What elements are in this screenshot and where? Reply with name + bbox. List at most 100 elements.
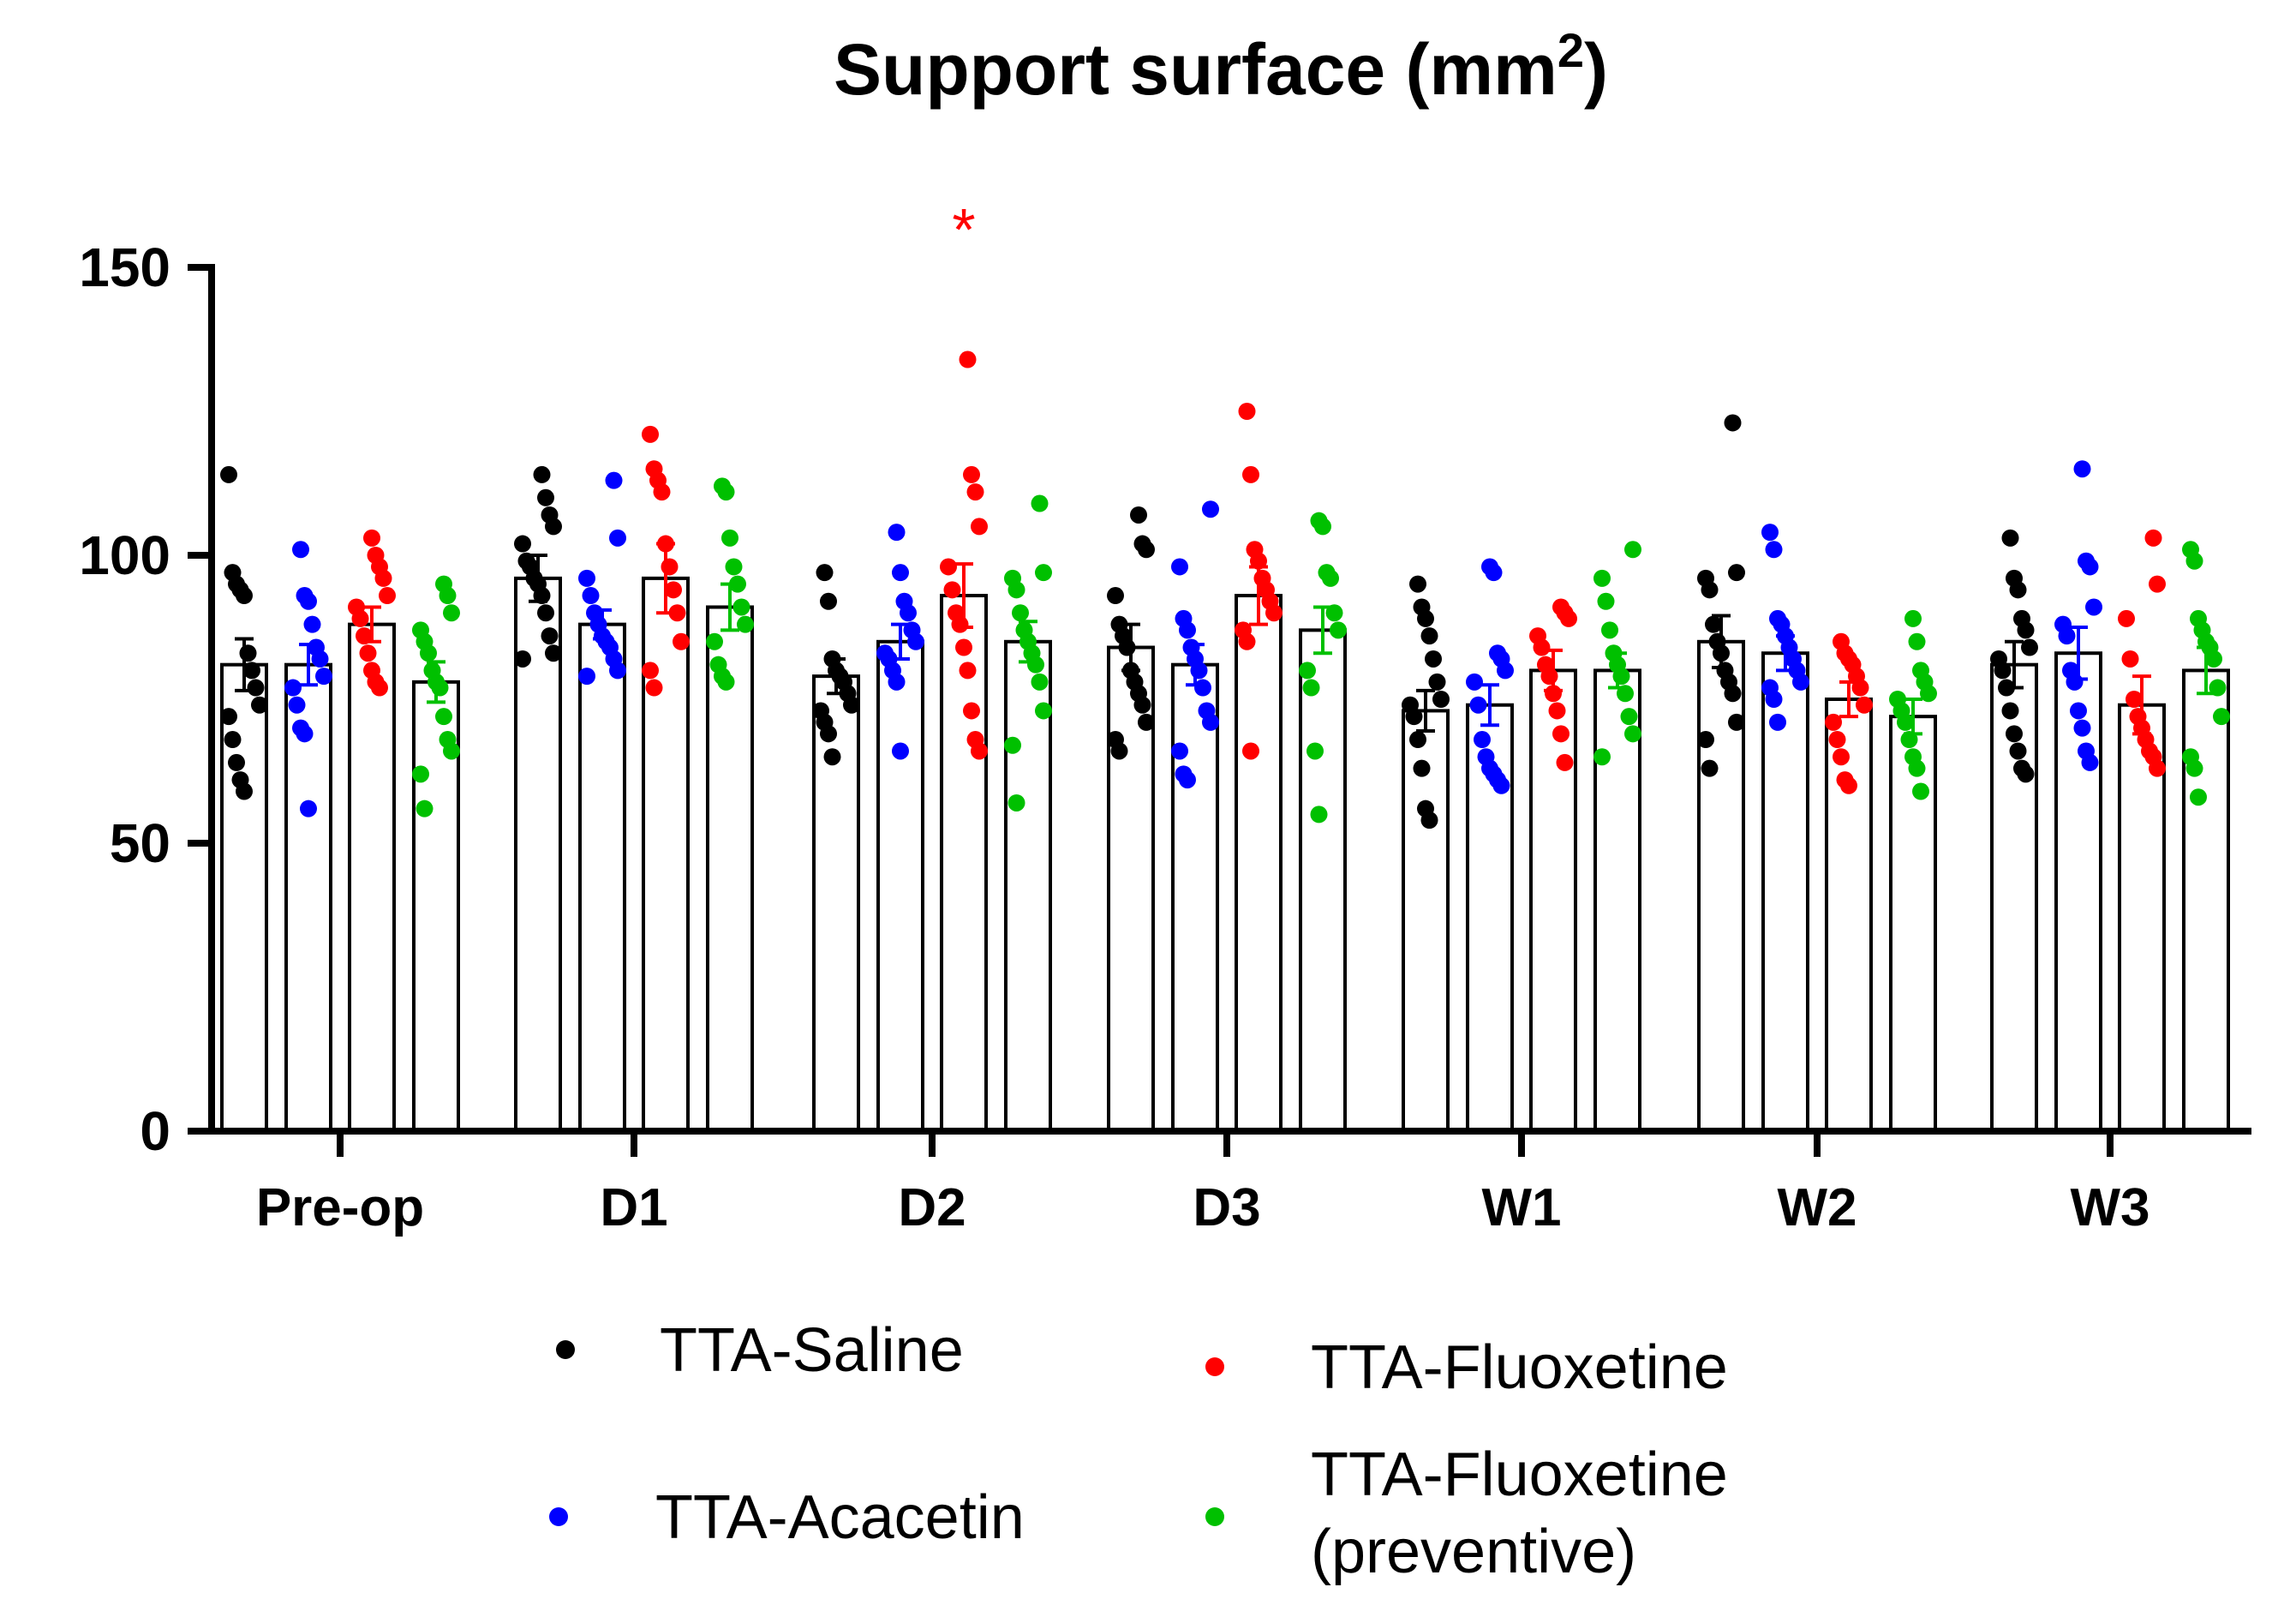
y-tick-label: 150: [79, 237, 170, 298]
point-d3-tta-saline: [1138, 713, 1155, 731]
point-w2-tta-acacetin: [1765, 541, 1783, 559]
point-w2-tta-fluoxetine-preventive: [1897, 713, 1914, 731]
bar-d2-tta-saline: [812, 674, 860, 1133]
point-d1-tta-saline: [537, 488, 554, 506]
point-d1-tta-acacetin: [582, 587, 600, 605]
point-d1-tta-fluoxetine-preventive: [706, 632, 723, 650]
point-d1-tta-saline: [545, 518, 562, 536]
point-w1-tta-acacetin: [1492, 776, 1510, 794]
legend-marker: [1205, 1357, 1224, 1376]
bar-w2-tta-fluoxetine: [1825, 698, 1873, 1133]
point-pre-op-tta-acacetin: [292, 541, 309, 559]
point-w1-tta-fluoxetine-preventive: [1620, 708, 1638, 726]
point-d1-tta-saline: [533, 465, 551, 483]
point-w3-tta-acacetin: [2066, 673, 2084, 691]
point-d1-tta-fluoxetine: [673, 632, 690, 650]
legend-entry-3: TTA-Acacetin: [549, 1483, 1025, 1552]
point-w1-tta-saline: [1409, 731, 1426, 749]
point-w2-tta-saline: [1701, 581, 1719, 599]
legend-entry-2: TTA-Fluoxetine: [1205, 1333, 1728, 1402]
point-d2-tta-fluoxetine: [955, 638, 972, 656]
point-d3-tta-fluoxetine: [1238, 632, 1256, 650]
point-d2-tta-fluoxetine: [966, 483, 984, 501]
point-pre-op-tta-saline: [236, 782, 253, 800]
bar-d1-tta-acacetin: [578, 622, 626, 1133]
point-d1-tta-fluoxetine: [653, 483, 671, 501]
point-d1-tta-fluoxetine-preventive: [737, 615, 754, 633]
y-tick-label: 0: [140, 1100, 170, 1162]
error-bar-d1-tta-fluoxetine: [656, 542, 675, 615]
point-pre-op-tta-fluoxetine-preventive: [439, 587, 457, 605]
error-bar-w3-tta-acacetin: [2069, 626, 2088, 681]
point-d3-tta-acacetin: [1171, 558, 1188, 576]
x-tick-label: W2: [1778, 1178, 1857, 1237]
point-w3-tta-fluoxetine: [2149, 575, 2166, 593]
point-pre-op-tta-fluoxetine: [374, 569, 392, 587]
significance-star: *: [952, 196, 975, 263]
bar-d2-tta-acacetin: [876, 639, 924, 1133]
point-d2-tta-saline: [820, 592, 837, 610]
bar-d3-tta-fluoxetine-preventive: [1299, 628, 1347, 1133]
point-w3-tta-fluoxetine: [2149, 759, 2166, 777]
point-d3-tta-saline: [1130, 506, 1147, 524]
point-w2-tta-fluoxetine-preventive: [1908, 632, 1926, 650]
point-pre-op-tta-fluoxetine: [371, 679, 388, 697]
point-w1-tta-fluoxetine-preventive: [1593, 748, 1611, 766]
point-d2-tta-fluoxetine: [963, 465, 980, 483]
x-tick-label: W1: [1482, 1178, 1562, 1237]
point-d3-tta-acacetin: [1190, 662, 1208, 680]
point-w1-tta-acacetin: [1485, 564, 1503, 582]
point-pre-op-tta-fluoxetine-preventive: [420, 644, 437, 662]
bar-w2-tta-fluoxetine-preventive: [1889, 715, 1937, 1133]
point-pre-op-tta-fluoxetine-preventive: [416, 800, 433, 817]
error-bar-pre-op-tta-saline: [235, 637, 254, 692]
point-w2-tta-acacetin: [1765, 691, 1783, 708]
error-bar-d3-tta-fluoxetine: [1249, 565, 1268, 626]
error-bar-d3-tta-fluoxetine-preventive: [1313, 605, 1332, 656]
point-pre-op-tta-saline: [228, 753, 245, 771]
point-pre-op-tta-fluoxetine-preventive: [412, 765, 429, 783]
bar-d2-tta-fluoxetine-preventive: [1004, 639, 1052, 1133]
point-d3-tta-fluoxetine: [1242, 465, 1259, 483]
bar-d3-tta-fluoxetine: [1235, 594, 1283, 1133]
point-w1-tta-saline: [1417, 609, 1434, 627]
point-d2-tta-saline: [823, 748, 841, 766]
point-d2-tta-acacetin: [892, 564, 909, 582]
point-d1-tta-saline: [545, 644, 562, 662]
y-tick-label: 50: [110, 812, 170, 874]
point-w1-tta-fluoxetine-preventive: [1624, 725, 1641, 743]
point-d2-tta-fluoxetine: [943, 581, 961, 599]
point-w2-tta-saline: [1724, 414, 1742, 432]
point-d2-tta-fluoxetine-preventive: [1031, 494, 1049, 512]
legend-label-line2: (preventive): [1311, 1518, 1636, 1586]
point-w1-tta-saline: [1413, 759, 1431, 777]
point-d2-tta-fluoxetine-preventive: [1035, 564, 1052, 582]
error-bar-w1-tta-fluoxetine: [1544, 648, 1563, 692]
error-bar-d1-tta-acacetin: [593, 608, 612, 641]
error-bar-d2-tta-acacetin: [891, 622, 910, 661]
point-d1-tta-fluoxetine-preventive: [725, 558, 743, 576]
point-w1-tta-fluoxetine: [1533, 638, 1551, 656]
point-d2-tta-fluoxetine-preventive: [1031, 673, 1049, 691]
point-d2-tta-fluoxetine: [959, 350, 977, 368]
point-w2-tta-fluoxetine: [1856, 696, 1873, 714]
point-w3-tta-fluoxetine-preventive: [2190, 788, 2207, 806]
point-d3-tta-saline: [1107, 587, 1124, 605]
point-w2-tta-fluoxetine-preventive: [1920, 685, 1937, 703]
point-w3-tta-acacetin: [2058, 627, 2076, 645]
point-d3-tta-fluoxetine: [1242, 742, 1259, 760]
point-w3-tta-fluoxetine: [2126, 691, 2143, 708]
point-d2-tta-fluoxetine-preventive: [1007, 581, 1025, 599]
point-d1-tta-saline: [541, 627, 559, 645]
legend-label: TTA-Saline: [660, 1316, 964, 1385]
point-pre-op-tta-saline: [251, 696, 268, 714]
error-bar-d1-tta-fluoxetine-preventive: [720, 582, 739, 632]
point-w2-tta-fluoxetine: [1833, 748, 1850, 766]
legend-label: TTA-Fluoxetine: [1311, 1440, 1728, 1509]
point-pre-op-tta-acacetin: [288, 696, 306, 714]
point-w3-tta-saline: [1994, 662, 2012, 680]
point-d1-tta-fluoxetine-preventive: [717, 673, 735, 691]
point-d2-tta-fluoxetine: [963, 702, 980, 720]
point-d1-tta-fluoxetine: [642, 662, 659, 680]
